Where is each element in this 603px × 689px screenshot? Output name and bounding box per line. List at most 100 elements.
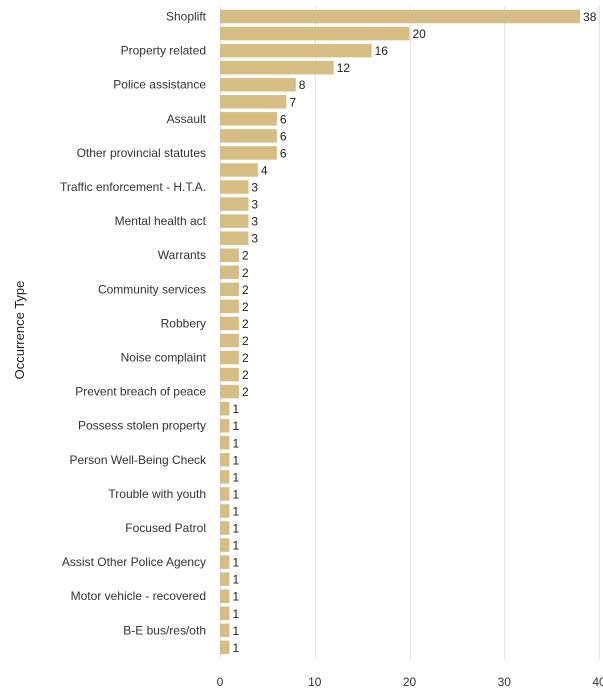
bar[interactable] [220,60,334,75]
bar[interactable] [220,265,239,280]
data-label: 38 [583,10,597,24]
data-label: 1 [232,436,239,450]
data-label: 3 [251,198,258,212]
x-tick-label: 20 [403,675,417,689]
y-tick-label: Mental health act [115,214,207,228]
bar[interactable] [220,197,249,211]
data-label: 3 [251,215,258,229]
data-label: 20 [413,27,427,41]
x-tick-label: 40 [592,675,603,689]
data-label: 1 [232,487,239,501]
y-tick-label: Warrants [158,248,206,262]
bar[interactable] [220,299,239,314]
data-label: 1 [232,624,239,638]
y-tick-label: Community services [98,282,206,296]
y-tick-label: Traffic enforcement - H.T.A. [60,180,206,194]
bar[interactable] [220,43,372,58]
bars [220,9,581,655]
data-label: 8 [299,78,306,92]
y-tick-label: Noise complaint [121,351,207,365]
data-label: 4 [261,163,268,177]
y-tick-labels: Shoplift Property related Police assistanc… [60,10,207,638]
y-tick-label: Person Well-Being Check [69,453,207,467]
data-labels: 3820161287666433332222222221111111111111… [232,10,596,655]
bar[interactable] [220,623,230,638]
data-label: 1 [232,402,239,416]
bar[interactable] [220,555,230,569]
y-tick-label: Trouble with youth [108,487,206,501]
bar[interactable] [220,606,230,621]
bar[interactable] [220,640,230,655]
bar[interactable] [220,401,230,416]
bar[interactable] [220,163,258,177]
bar[interactable] [220,282,239,297]
bar[interactable] [220,453,230,467]
bar[interactable] [220,384,239,399]
y-tick-label: Focused Patrol [125,521,206,535]
data-label: 16 [375,44,389,58]
y-tick-label: Prevent breach of peace [75,385,206,399]
data-label: 2 [242,283,249,297]
data-label: 6 [280,146,287,160]
data-label: 1 [232,607,239,621]
data-label: 1 [232,470,239,484]
bar[interactable] [220,248,239,262]
data-label: 1 [232,590,239,604]
data-label: 1 [232,539,239,553]
bar[interactable] [220,589,230,603]
bar[interactable] [220,231,249,245]
data-label: 2 [242,368,249,382]
bar[interactable] [220,112,277,126]
bar[interactable] [220,214,249,228]
y-tick-label: Motor vehicle - recovered [71,589,206,603]
x-tick-label: 10 [308,675,322,689]
data-label: 2 [242,385,249,399]
bar[interactable] [220,350,239,365]
bar[interactable] [220,487,230,501]
data-label: 2 [242,317,249,331]
y-tick-label: Shoplift [166,10,207,24]
bar[interactable] [220,504,230,518]
x-tick-labels: 0 10 20 30 40 [217,675,603,689]
y-tick-label: Other provincial statutes [77,146,206,160]
bar[interactable] [220,316,239,331]
y-tick-label: Possess stolen property [78,419,206,433]
bar[interactable] [220,436,230,450]
bar[interactable] [220,538,230,552]
data-label: 1 [232,641,239,655]
bar[interactable] [220,129,277,143]
data-label: 1 [232,453,239,467]
bar[interactable] [220,9,581,24]
data-label: 6 [280,129,287,143]
bar[interactable] [220,333,239,348]
y-tick-label: B-E bus/res/oth [123,623,206,637]
data-label: 1 [232,573,239,587]
bar[interactable] [220,95,287,109]
data-label: 2 [242,266,249,280]
y-tick-label: Property related [121,44,206,58]
y-tick-label: Police assistance [113,78,206,92]
data-label: 2 [242,249,249,263]
bar[interactable] [220,180,249,194]
x-tick-label: 0 [217,675,224,689]
data-label: 1 [232,556,239,570]
y-tick-label: Robbery [161,316,206,330]
y-axis-title: Occurrence Type [12,281,27,380]
bar[interactable] [220,418,230,433]
data-label: 1 [232,504,239,518]
data-label: 2 [242,351,249,365]
bar[interactable] [220,367,239,382]
x-tick-label: 30 [498,675,512,689]
data-label: 3 [251,181,258,195]
bar[interactable] [220,26,410,41]
bar[interactable] [220,146,277,160]
data-label: 7 [289,95,296,109]
bar[interactable] [220,572,230,586]
data-label: 3 [251,232,258,246]
data-label: 1 [232,419,239,433]
data-label: 12 [337,61,351,75]
bar[interactable] [220,470,230,484]
bar[interactable] [220,77,296,92]
bar[interactable] [220,521,230,535]
